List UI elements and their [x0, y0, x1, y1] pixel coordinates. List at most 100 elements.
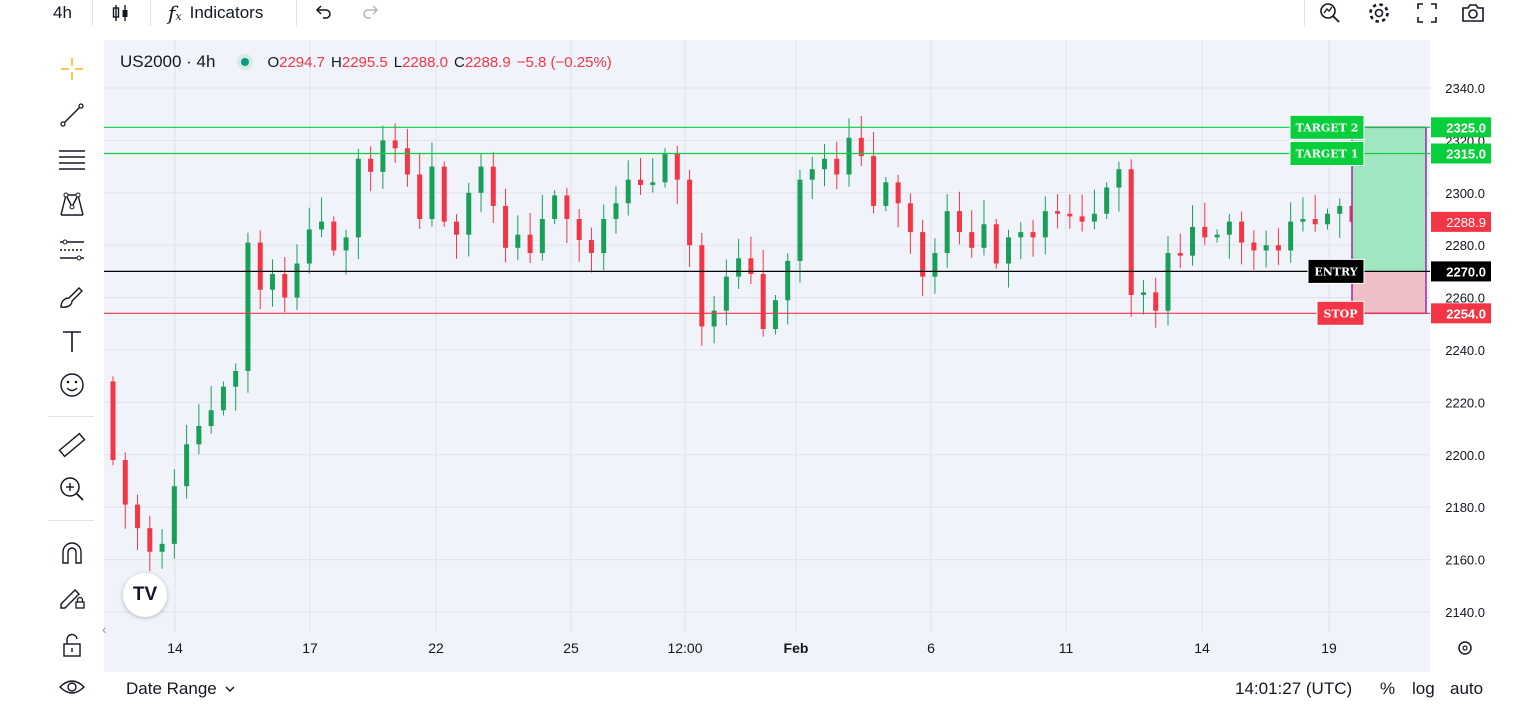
pencil-lock-icon	[60, 589, 85, 609]
brush-tool[interactable]	[54, 280, 90, 314]
lock-all-tool[interactable]	[54, 628, 90, 662]
candle	[539, 194, 545, 261]
candle-body	[834, 158, 840, 175]
candle-body	[748, 258, 754, 275]
candle	[306, 207, 312, 274]
candle	[613, 186, 619, 234]
tradingview-logo[interactable]: TV	[123, 573, 167, 617]
chart-type-button[interactable]	[110, 0, 132, 26]
candle	[1337, 198, 1343, 238]
candle-body	[503, 205, 509, 248]
auto-toggle[interactable]: auto	[1450, 672, 1483, 706]
fib-tool[interactable]	[54, 142, 90, 176]
candle-body	[674, 153, 680, 180]
candle-body	[625, 179, 631, 204]
candle	[245, 232, 251, 393]
settings-button[interactable]	[1367, 0, 1391, 26]
date-range-button[interactable]: Date Range	[126, 672, 237, 706]
y-tick-label: 2280.0	[1445, 238, 1485, 253]
chart-pane[interactable]	[104, 40, 1515, 700]
candle	[1104, 182, 1110, 219]
clock-label: 14:01:27 (UTC)	[1235, 679, 1353, 698]
bottom-toolbar: Date Range 14:01:27 (UTC) % log auto	[104, 672, 1515, 706]
symbol-label[interactable]: US2000 · 4h	[120, 52, 216, 71]
projection-tool[interactable]	[54, 233, 90, 267]
candle-body	[135, 504, 141, 529]
crosshair-tool[interactable]	[54, 52, 90, 86]
level-tag-bg	[1289, 114, 1365, 140]
emoji-tool[interactable]	[54, 368, 90, 402]
clock[interactable]: 14:01:27 (UTC)	[1235, 672, 1352, 706]
screenshot-button[interactable]	[1460, 0, 1486, 26]
candle-body	[969, 232, 975, 248]
gear-icon	[1369, 3, 1389, 23]
candle-body	[883, 182, 889, 206]
pattern-tool[interactable]	[54, 188, 90, 222]
indicators-button[interactable]: fx Indicators	[168, 0, 263, 26]
candle-body	[269, 274, 275, 290]
interval-label: 4h	[53, 3, 72, 22]
undo-button[interactable]	[312, 0, 334, 26]
candle-body	[110, 381, 116, 461]
interval-button[interactable]: 4h	[53, 0, 72, 26]
gann-icon	[60, 239, 84, 261]
open-value: 2294.7	[279, 53, 326, 71]
candle-body	[478, 166, 484, 193]
candle-body	[196, 425, 202, 445]
level-tag-bg	[1316, 300, 1365, 326]
measure-tool[interactable]	[54, 428, 90, 462]
candle-body	[368, 158, 374, 172]
candle	[343, 229, 349, 275]
candle-body	[1128, 169, 1134, 295]
drawing-lock-tool[interactable]	[54, 580, 90, 614]
candle-body	[1288, 221, 1294, 251]
candle-body	[687, 179, 693, 246]
candle	[171, 469, 177, 559]
candle	[1153, 277, 1159, 328]
text-tool[interactable]	[54, 324, 90, 358]
candle	[871, 132, 877, 214]
candle-body	[1275, 245, 1281, 251]
magnet-tool[interactable]	[54, 536, 90, 570]
fullscreen-button[interactable]	[1415, 0, 1439, 26]
y-tick-label: 2240.0	[1445, 343, 1485, 358]
candle-body	[993, 224, 999, 264]
candle	[1202, 202, 1208, 245]
candle	[588, 227, 594, 273]
trend-line-tool[interactable]	[54, 98, 90, 132]
candle	[1300, 197, 1306, 232]
candle-body	[343, 237, 349, 251]
candle	[1177, 233, 1183, 268]
candle	[1251, 230, 1257, 270]
log-toggle[interactable]: log	[1412, 672, 1435, 706]
candle	[1006, 229, 1012, 288]
candle	[1165, 236, 1171, 326]
candle	[147, 515, 153, 572]
redo-button[interactable]	[360, 0, 382, 26]
y-tick-label: 2300.0	[1445, 186, 1485, 201]
hide-tool[interactable]	[54, 670, 90, 704]
candle-body	[650, 182, 656, 185]
auto-label: auto	[1450, 679, 1484, 698]
toolbar-divider	[1304, 0, 1305, 26]
candles-icon	[112, 5, 128, 21]
candle	[650, 158, 656, 193]
candle	[711, 296, 717, 344]
candle-body	[772, 300, 778, 330]
candle	[1190, 205, 1196, 266]
candle-body	[355, 158, 361, 238]
text-icon	[63, 331, 81, 352]
candle	[662, 148, 668, 188]
zoom-tool[interactable]	[54, 472, 90, 506]
x-tick-label: 19	[1321, 640, 1337, 656]
quick-search-button[interactable]	[1318, 0, 1342, 26]
percent-toggle[interactable]: %	[1380, 672, 1395, 706]
candle	[478, 154, 484, 213]
y-tick-label: 2160.0	[1445, 553, 1485, 568]
change-value: −5.8 (−0.25%)	[516, 53, 612, 71]
candle	[1275, 228, 1281, 266]
candle	[920, 219, 926, 297]
candle-body	[711, 310, 717, 327]
brush-icon	[60, 287, 83, 308]
